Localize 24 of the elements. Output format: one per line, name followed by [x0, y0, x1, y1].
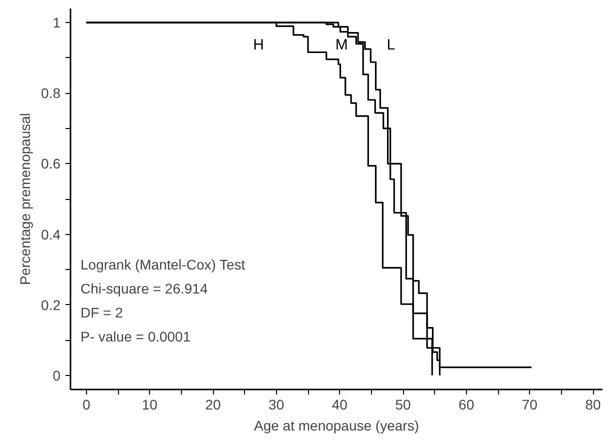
y-tick-label: 0.2 — [41, 296, 61, 313]
series-label: L — [386, 36, 396, 54]
x-tick-label: 0 — [82, 396, 90, 412]
y-tick-label: 0.6 — [41, 156, 61, 172]
annotation: P- value = 0.0001 — [80, 328, 191, 344]
x-tick-label: 60 — [458, 396, 474, 412]
x-tick-label: 20 — [205, 396, 221, 412]
y-tick-label: 0 — [52, 367, 61, 384]
annotation: DF = 2 — [80, 304, 124, 320]
x-tick-label: 80 — [585, 396, 601, 412]
series-label: M — [335, 36, 348, 54]
x-tick-label: 50 — [395, 396, 411, 412]
x-tick-label: 70 — [522, 396, 538, 412]
y-tick-label: 1 — [52, 14, 61, 31]
x-tick-label: 40 — [332, 396, 348, 412]
x-tick-label: 10 — [142, 396, 158, 412]
y-axis-title: Percentage premenopausal — [17, 112, 34, 286]
x-axis-title: Age at menopause (years) — [254, 418, 419, 434]
annotation: Chi-square = 26.914 — [80, 280, 208, 296]
annotation: Logrank (Mantel-Cox) Test — [80, 256, 246, 272]
x-tick-label: 30 — [268, 396, 284, 412]
y-tick-label: 0.8 — [41, 85, 61, 102]
series-label: H — [253, 36, 264, 54]
y-tick-label: 0.4 — [41, 226, 61, 242]
